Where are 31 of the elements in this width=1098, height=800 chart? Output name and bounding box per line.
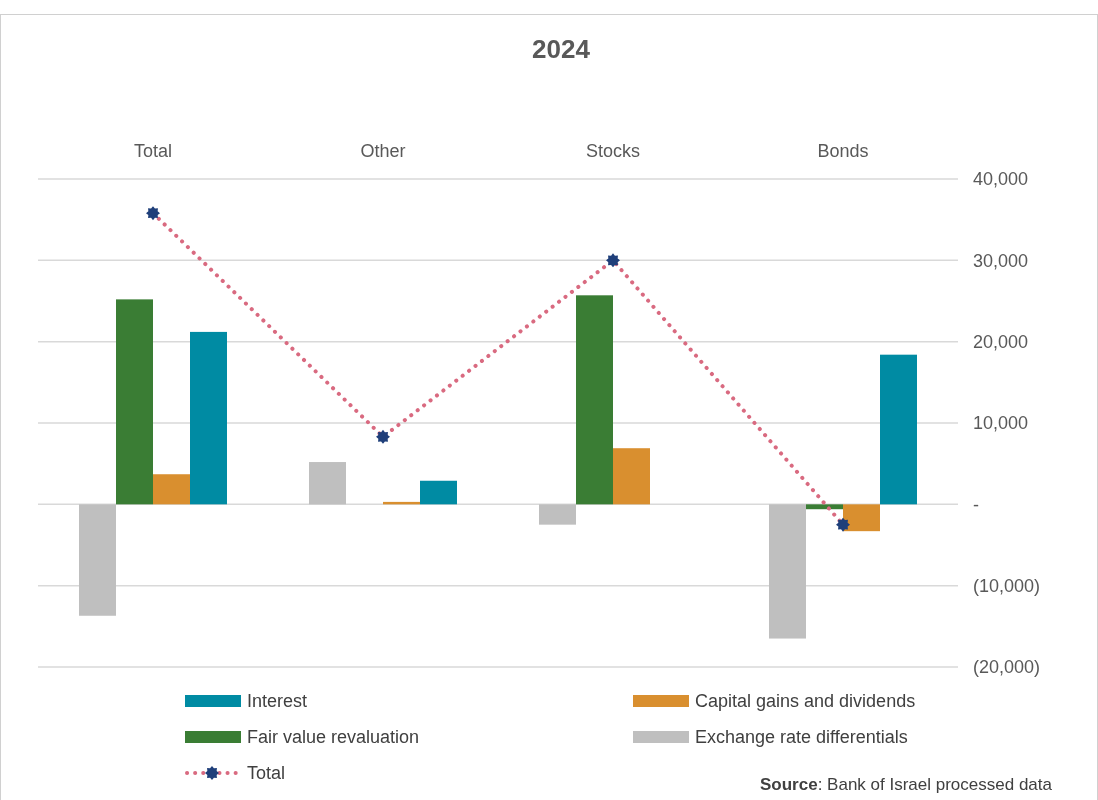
y-tick-label: 10,000 (973, 413, 1029, 434)
source-note: Source: Bank of Israel processed data (760, 775, 1053, 794)
bar (539, 504, 576, 525)
legend-label: Capital gains and dividends (695, 691, 916, 712)
legend-label: Total (247, 763, 286, 784)
chart-title: 2024 (532, 34, 591, 64)
y-tick-label: (20,000) (973, 657, 1041, 678)
y-tick-label: 30,000 (973, 250, 1029, 271)
y-tick-label: 20,000 (973, 331, 1029, 352)
x-tick-label: Stocks (585, 141, 641, 161)
bar (880, 354, 917, 505)
y-tick-label: - (973, 494, 979, 515)
legend-label: Exchange rate differentials (695, 727, 908, 748)
bar (613, 448, 650, 505)
x-tick-label: Total (133, 141, 173, 161)
bar (806, 504, 843, 510)
x-tick-label: Bonds (817, 141, 869, 161)
bar (190, 331, 227, 505)
bar (79, 504, 116, 616)
bar (420, 480, 457, 505)
bar (309, 462, 346, 505)
bar (153, 474, 190, 505)
legend-label: Interest (247, 691, 308, 712)
x-tick-label: Other (360, 141, 406, 161)
bar (769, 504, 806, 639)
bar (576, 295, 613, 505)
legend-label: Fair value revaluation (247, 727, 420, 748)
y-tick-label: (10,000) (973, 575, 1041, 596)
bar (116, 299, 153, 505)
y-tick-label: 40,000 (973, 169, 1029, 190)
bar (843, 504, 880, 532)
